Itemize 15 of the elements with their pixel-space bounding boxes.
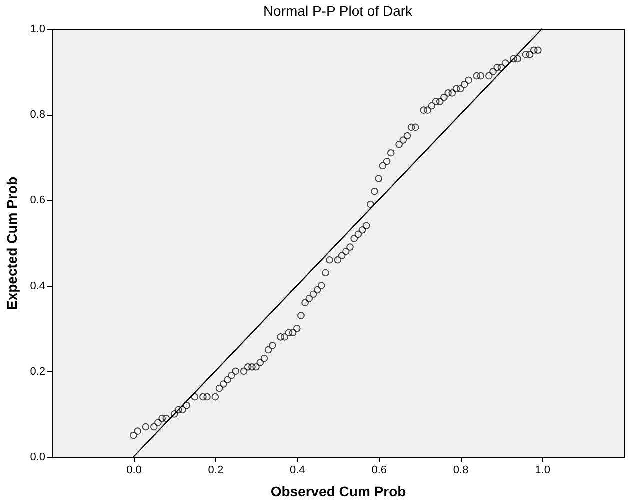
y-axis-title: Expected Cum Prob bbox=[4, 176, 20, 310]
chart-title: Normal P-P Plot of Dark bbox=[263, 3, 414, 19]
y-tick-label: 0.0 bbox=[30, 452, 46, 464]
x-tick-label: 0.2 bbox=[208, 464, 224, 476]
x-tick-label: 0.6 bbox=[372, 464, 388, 476]
y-tick-label: 0.8 bbox=[30, 109, 46, 122]
x-axis-title: Observed Cum Prob bbox=[270, 484, 406, 500]
y-tick-label: 0.4 bbox=[30, 280, 46, 292]
x-tick-label: 1.0 bbox=[535, 464, 550, 476]
y-tick-label: 0.2 bbox=[30, 366, 46, 378]
y-tick-label: 1.0 bbox=[30, 24, 46, 36]
x-tick-label: 0.0 bbox=[126, 464, 142, 476]
y-tick-label: 0.6 bbox=[30, 194, 46, 207]
x-tick-label: 0.8 bbox=[453, 464, 469, 476]
x-tick-label: 0.4 bbox=[290, 464, 306, 476]
